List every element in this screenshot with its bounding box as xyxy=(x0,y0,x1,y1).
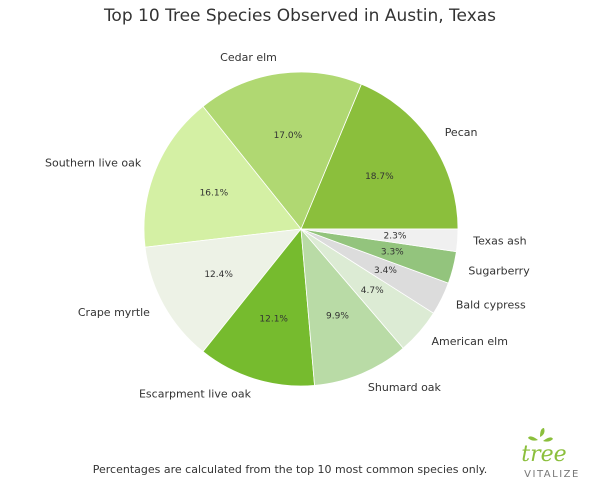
pct-label: 2.3% xyxy=(384,231,407,241)
slice-label: Southern live oak xyxy=(45,156,142,169)
pct-label: 4.7% xyxy=(361,286,384,296)
pie-slice xyxy=(202,71,362,230)
pie-slice xyxy=(300,228,459,253)
pct-label: 16.1% xyxy=(200,189,229,199)
slice-label: Escarpment live oak xyxy=(139,387,252,400)
slice-label: Bald cypress xyxy=(456,299,526,312)
pct-label: 17.0% xyxy=(274,131,303,141)
slice-label: Pecan xyxy=(445,126,478,139)
logo-leaf xyxy=(528,428,553,442)
pct-label: 9.9% xyxy=(326,311,349,321)
pct-label: 3.3% xyxy=(381,248,404,258)
pct-label: 12.1% xyxy=(259,315,288,325)
pie-slice xyxy=(202,227,315,387)
slice-label: Crape myrtle xyxy=(78,306,150,319)
slice-label: American elm xyxy=(432,335,508,348)
pie-slice xyxy=(144,228,302,353)
slice-label: Cedar elm xyxy=(220,51,277,64)
pct-label: 3.4% xyxy=(374,266,397,276)
logo: tree VITALIZE xyxy=(521,428,580,480)
pct-label: 12.4% xyxy=(204,270,233,280)
logo-name: tree xyxy=(521,442,566,467)
slice-label: Shumard oak xyxy=(368,381,442,394)
logo-tagline: VITALIZE xyxy=(524,469,580,480)
slice-label: Sugarberry xyxy=(468,264,530,277)
pie-slice xyxy=(300,83,459,230)
pie-slice xyxy=(143,105,302,248)
pie-slice xyxy=(300,227,404,386)
pct-label: 18.7% xyxy=(365,172,394,182)
footnote: Percentages are calculated from the top … xyxy=(93,463,487,476)
chart-title: Top 10 Tree Species Observed in Austin, … xyxy=(103,6,496,26)
slice-label: Texas ash xyxy=(472,234,526,247)
